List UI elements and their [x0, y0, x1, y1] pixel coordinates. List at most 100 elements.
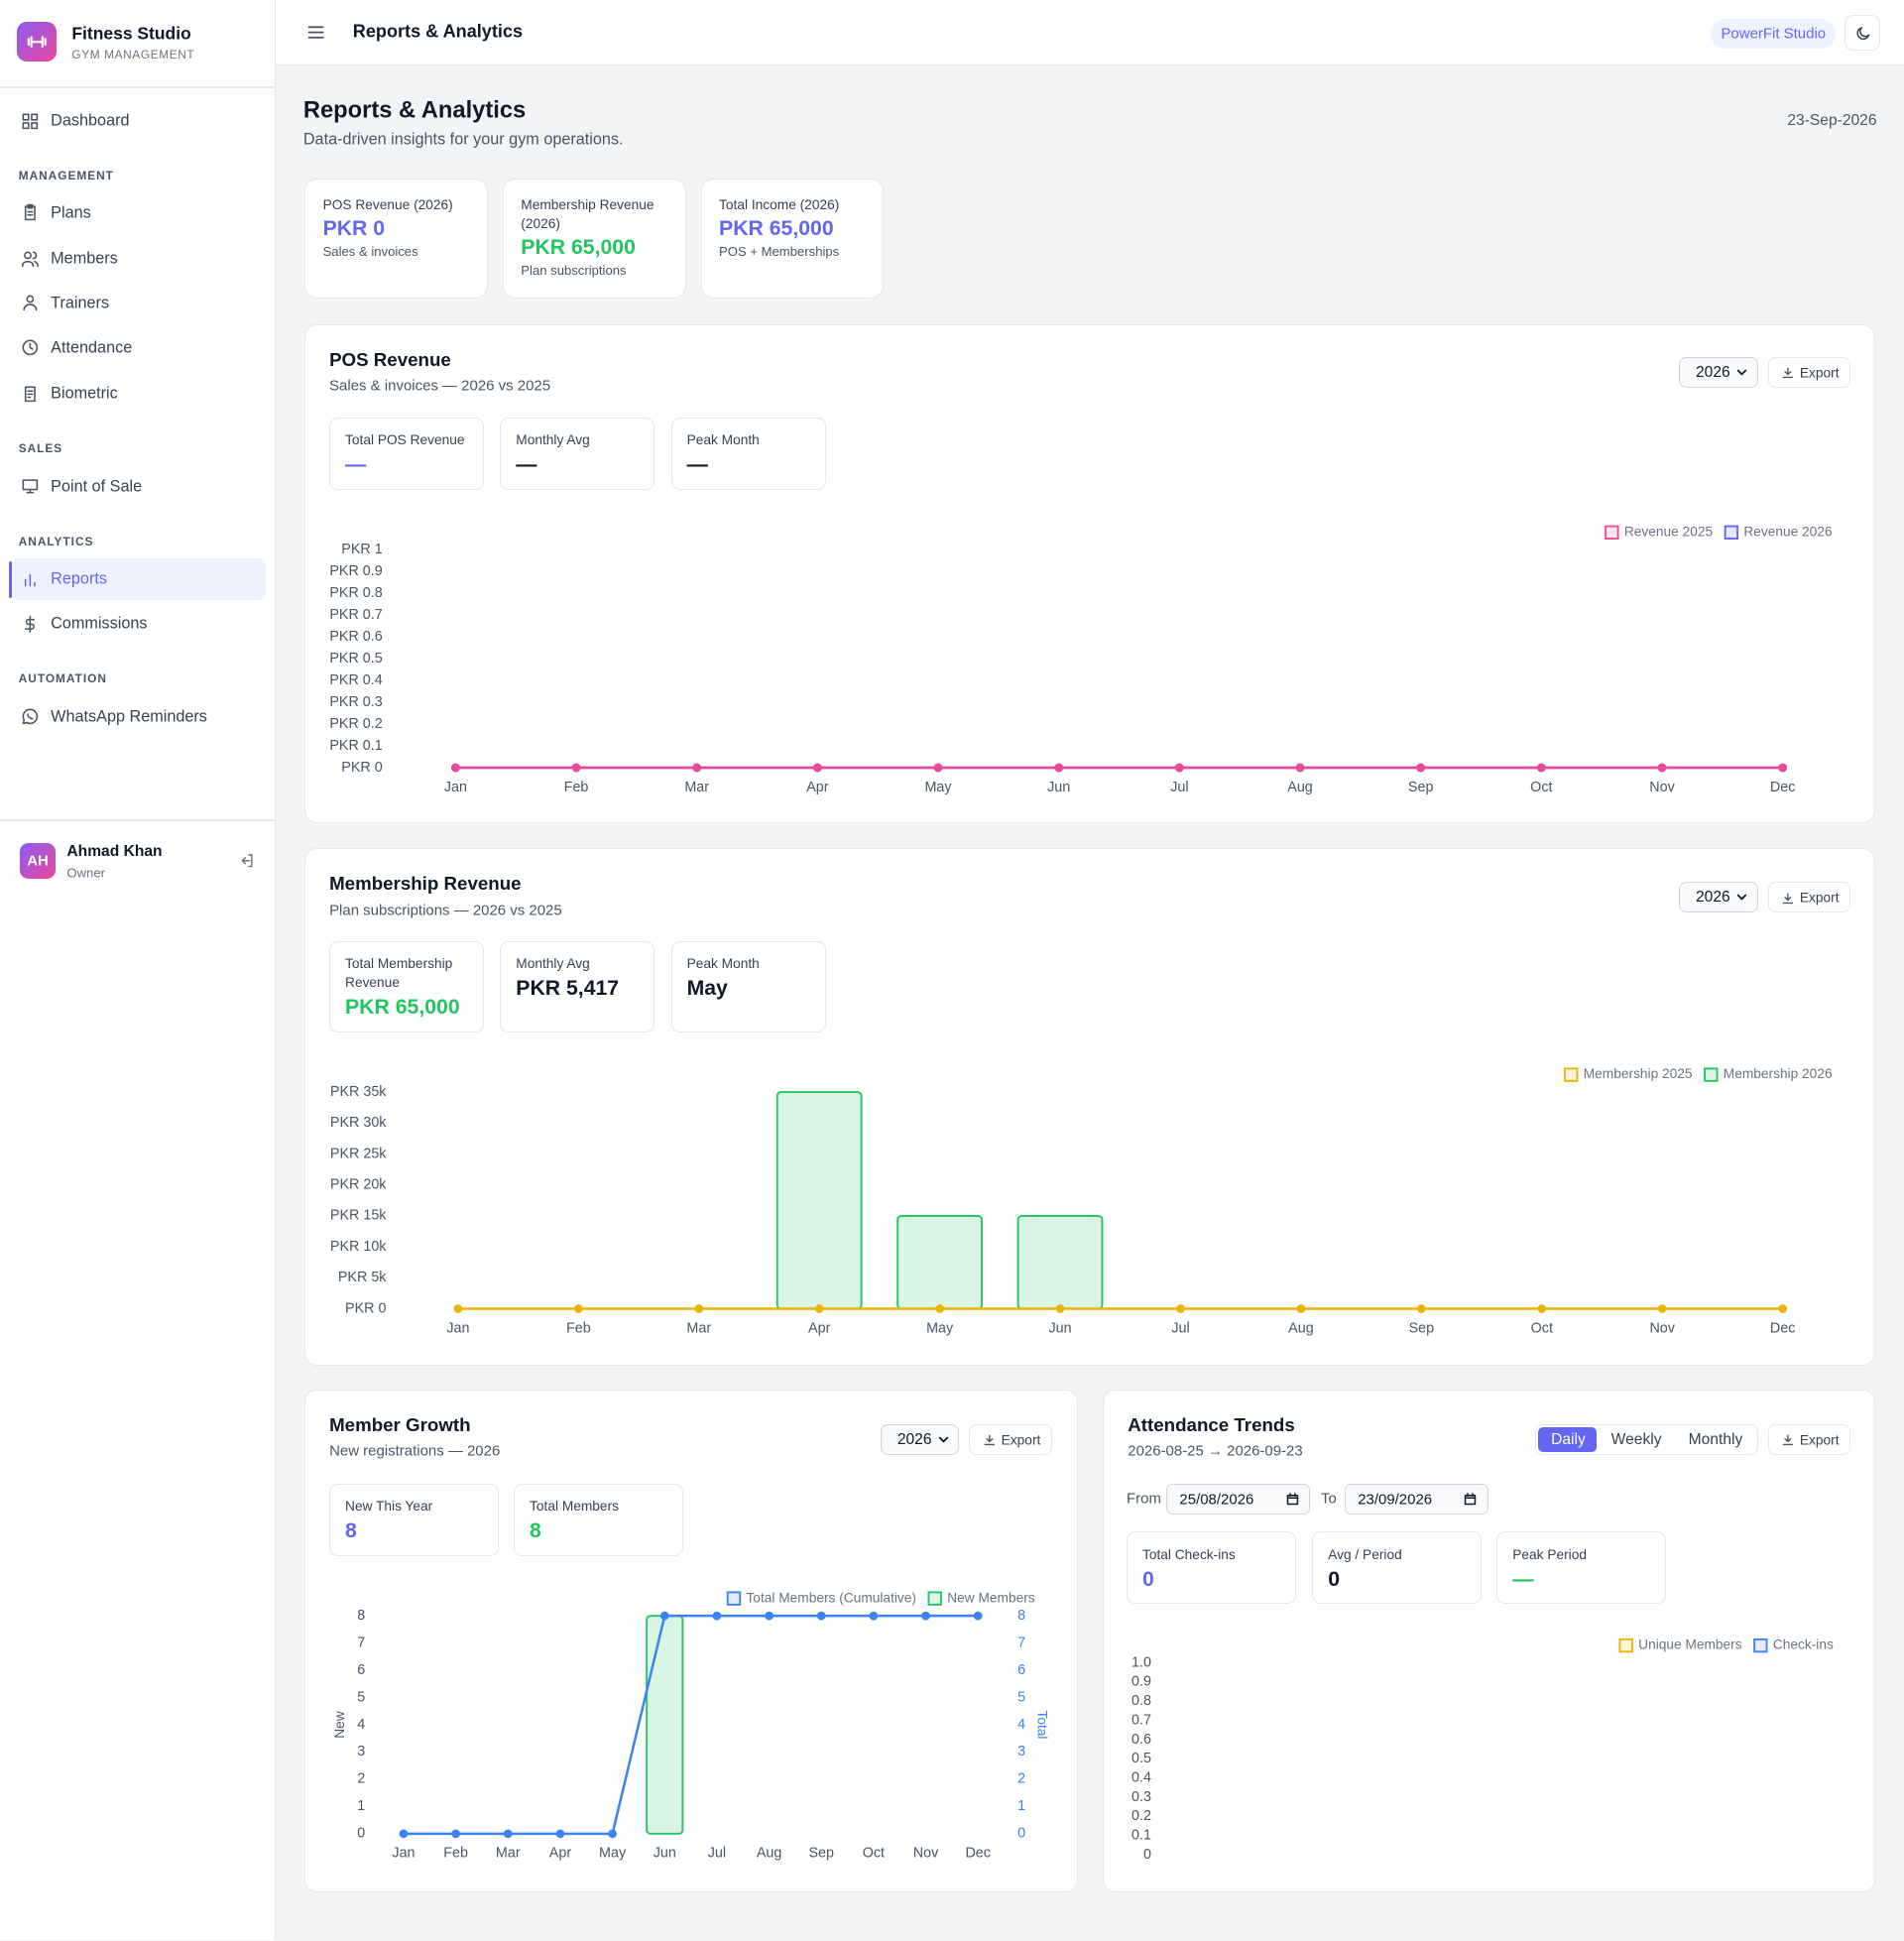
select-chevron — [938, 1436, 948, 1443]
nav-icon-shape — [22, 708, 39, 725]
logout-icon — [241, 854, 253, 868]
period-tab[interactable]: Weekly — [1610, 1430, 1662, 1448]
kpi-value: PKR 5,417 — [516, 977, 620, 1001]
chart-title: Attendance Trends — [1128, 1413, 1295, 1435]
logout-button[interactable] — [238, 852, 258, 872]
kpi-value: 8 — [345, 1518, 357, 1542]
export-label: Export — [1799, 890, 1840, 906]
topbar-title: Reports & Analytics — [352, 21, 524, 42]
export-icon-shape — [984, 1434, 996, 1446]
summary-value: PKR 65,000 — [719, 216, 834, 240]
summary-label: Total Income (2026) — [719, 197, 840, 213]
chart-subtitle: Plan subscriptions — 2026 vs 2025 — [329, 902, 562, 919]
kpi-label: Total Members — [530, 1499, 619, 1515]
kpi-value: 0 — [1328, 1567, 1341, 1591]
kpi-label: Peak Month — [686, 956, 760, 972]
menu-button[interactable] — [305, 22, 327, 44]
summary-value: PKR 0 — [322, 216, 386, 240]
nav-label: Attendance — [51, 338, 133, 357]
nav-icon — [25, 615, 36, 633]
nav-active-bar — [8, 560, 13, 598]
sidebar — [0, 0, 277, 1941]
chart-subtitle: New registrations — 2026 — [329, 1442, 501, 1460]
nav-item[interactable] — [9, 558, 267, 601]
nav-icon — [25, 204, 37, 221]
period-tab[interactable]: Daily — [1551, 1430, 1586, 1448]
kpi-card: Total Members 8 — [514, 1483, 684, 1557]
chart-card — [304, 848, 1876, 1366]
nav-item[interactable] — [10, 373, 266, 415]
summary-card: POS Revenue (2026) PKR 0 Sales & invoices — [304, 178, 488, 299]
nav-icon — [25, 573, 37, 587]
year-value: 2026 — [896, 1430, 932, 1448]
nav-label: Members — [51, 249, 118, 268]
export-button[interactable]: Export — [1767, 356, 1851, 388]
nav-item[interactable] — [10, 238, 266, 280]
page-title: Reports & Analytics — [302, 97, 527, 124]
period-tab[interactable]: Monthly — [1688, 1430, 1743, 1448]
nav-section-title: MANAGEMENT — [18, 169, 114, 183]
nav-item[interactable] — [10, 327, 266, 369]
export-button[interactable]: Export — [1767, 1423, 1851, 1455]
user-name: Ahmad Khan — [66, 842, 163, 860]
chart-card — [304, 324, 1876, 824]
export-button[interactable]: Export — [969, 1423, 1053, 1455]
brand-logo — [17, 22, 58, 62]
kpi-card: Monthly Avg PKR 5,417 — [500, 940, 655, 1033]
nav-icon — [22, 113, 39, 130]
to-label: To — [1321, 1490, 1337, 1508]
export-icon — [1782, 893, 1794, 904]
menu-icon — [307, 26, 324, 40]
kpi-value: 0 — [1141, 1567, 1154, 1591]
nav-icon — [22, 479, 39, 494]
kpi-value: PKR 65,000 — [345, 995, 460, 1019]
kpi-value: — — [516, 453, 537, 477]
brand-icon — [27, 36, 47, 49]
year-select[interactable]: 2026 — [880, 1423, 960, 1455]
theme-toggle[interactable] — [1844, 14, 1881, 52]
year-select[interactable]: 2026 — [1678, 356, 1758, 388]
logout-icon-shape — [241, 854, 253, 868]
kpi-value: 8 — [530, 1518, 541, 1542]
kpi-label: Total Membership Revenue — [345, 956, 453, 991]
kpi-value: — — [686, 453, 708, 477]
brand-name: Fitness Studio — [71, 23, 191, 44]
nav-label: Point of Sale — [51, 477, 143, 496]
tab-active[interactable] — [1538, 1427, 1598, 1453]
date-value: 23/09/2026 — [1358, 1491, 1433, 1509]
kpi-label: Total Check-ins — [1141, 1546, 1236, 1562]
kpi-label: Peak Month — [686, 432, 760, 448]
date-input[interactable]: 23/09/2026 — [1344, 1483, 1488, 1515]
select-chevron-shape — [1736, 369, 1746, 376]
kpi-label: Monthly Avg — [516, 432, 590, 448]
nav-item[interactable] — [10, 283, 266, 324]
studio-badge[interactable]: PowerFit Studio — [1711, 18, 1837, 49]
from-label: From — [1127, 1490, 1161, 1508]
summary-card: Membership Revenue (2026) PKR 65,000 Plan … — [502, 178, 686, 299]
nav-item[interactable] — [10, 100, 266, 142]
summary-card: Total Income (2026) PKR 65,000 POS + Membe… — [700, 178, 885, 299]
nav-item[interactable] — [10, 191, 266, 233]
export-icon-shape — [1782, 367, 1794, 379]
user-role: Owner — [66, 865, 105, 881]
nav-icon-shape — [22, 339, 39, 356]
nav-icon — [25, 386, 37, 402]
nav-icon-shape — [21, 251, 40, 267]
kpi-value: — — [345, 453, 367, 477]
kpi-label: Avg / Period — [1328, 1546, 1402, 1562]
chart-card — [1103, 1389, 1876, 1892]
nav-label: Plans — [51, 203, 91, 222]
nav-label: Biometric — [51, 384, 118, 403]
export-label: Export — [1001, 1432, 1041, 1448]
export-icon — [984, 1434, 996, 1446]
date-input[interactable]: 25/08/2026 — [1165, 1483, 1310, 1515]
year-select[interactable]: 2026 — [1678, 881, 1758, 913]
kpi-value: May — [686, 977, 728, 1001]
kpi-label: Total POS Revenue — [345, 432, 465, 448]
kpi-label: New This Year — [345, 1499, 433, 1515]
brand-tagline: GYM MANAGEMENT — [71, 47, 195, 61]
select-chevron-shape — [938, 1436, 948, 1443]
export-button[interactable]: Export — [1767, 881, 1851, 913]
menu-icon-shape — [307, 26, 324, 40]
nav-icon — [21, 251, 40, 267]
